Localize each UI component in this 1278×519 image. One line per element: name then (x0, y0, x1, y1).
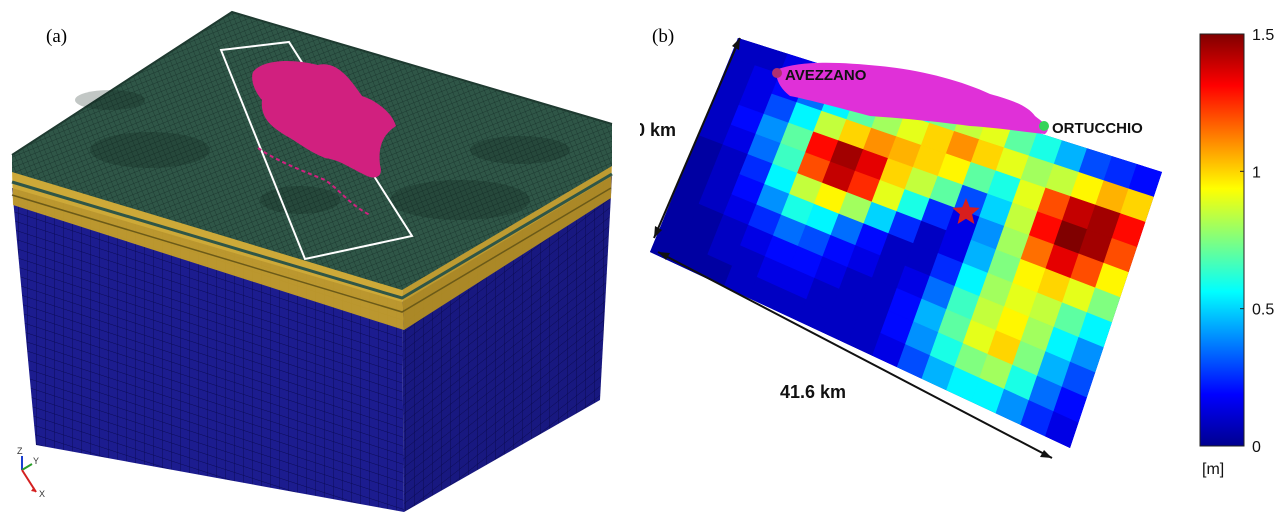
mesh-panel: (a) (0, 0, 620, 514)
axis-z-label: Z (17, 446, 23, 456)
colorbar-unit-label: [m] (1202, 461, 1224, 478)
axis-y-label: Y (33, 456, 39, 466)
panel-a-label: (a) (46, 26, 68, 47)
epicenter-star-icon (952, 198, 980, 224)
mesh-left-face (12, 188, 404, 512)
width-label: 20 km (640, 120, 676, 140)
colorbar-ticks: 1.5 1 0.5 0 (1240, 27, 1274, 456)
avezzano-label: AVEZZANO (785, 67, 867, 84)
colorbar-tick-label: 0 (1252, 439, 1261, 456)
colorbar-gradient (1199, 33, 1245, 447)
slip-map-panel: (b) AVEZZANO ORTUCCHIO 20 km (625, 0, 1200, 514)
colorbar: 1.5 1 0.5 0 [m] (1190, 0, 1278, 514)
sediment-layer-right (402, 160, 612, 330)
slip-map: AVEZZANO ORTUCCHIO 20 km 41.6 km (625, 37, 1162, 459)
length-dimension-arrow (657, 251, 1053, 459)
colorbar-svg: 1.5 1 0.5 0 [m] (1199, 27, 1274, 478)
colorbar-tick-label: 1 (1252, 164, 1261, 181)
mesh-figure: Z Y X (11, 10, 613, 512)
slip-cells (650, 38, 1162, 448)
axis-x-label: X (39, 489, 45, 499)
colorbar-tick-label: 1.5 (1252, 27, 1274, 44)
fault-trace (776, 62, 1048, 134)
ortucchio-label: ORTUCCHIO (1052, 120, 1143, 137)
ortucchio-marker (1039, 121, 1049, 131)
avezzano-marker (772, 68, 782, 78)
fault-plane-outline (219, 40, 414, 261)
mesh-right-face (402, 176, 612, 512)
colorbar-tick-label: 0.5 (1252, 302, 1274, 319)
slip-cell (1044, 411, 1079, 448)
fault-patch (252, 60, 396, 178)
fault-trace-dashed (257, 147, 371, 216)
length-label: 41.6 km (780, 382, 846, 402)
panel-b-label: (b) (652, 26, 675, 47)
width-dimension-arrow (653, 37, 741, 239)
axis-triad: Z Y X (17, 446, 45, 499)
terrain-shading (75, 90, 570, 220)
